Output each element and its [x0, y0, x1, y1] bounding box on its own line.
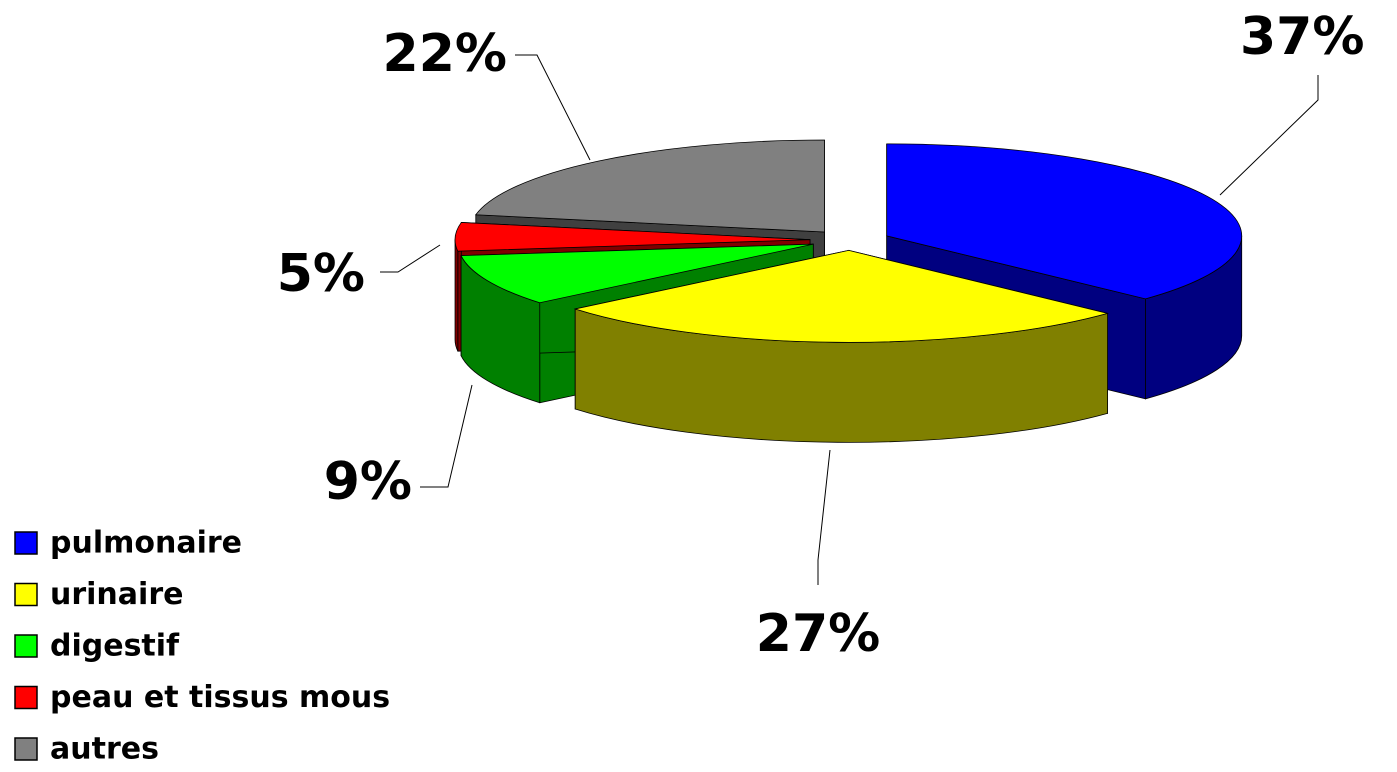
legend-swatch	[14, 737, 38, 761]
data-label: 37%	[1240, 7, 1364, 67]
data-label: 27%	[756, 604, 880, 664]
data-label: 5%	[277, 244, 365, 304]
legend-label: autres	[50, 732, 159, 767]
legend-label: digestif	[50, 629, 180, 664]
leader-line	[420, 384, 473, 488]
leader-line	[515, 54, 591, 161]
legend-swatch	[14, 685, 38, 710]
legend-swatch	[14, 531, 38, 555]
legend-label: pulmonaire	[50, 526, 242, 561]
leader-line	[817, 449, 831, 585]
legend-swatch	[14, 582, 38, 607]
legend-label: urinaire	[50, 577, 183, 612]
legend-swatch	[14, 634, 38, 658]
slice	[886, 143, 1243, 300]
slice-wall	[454, 239, 459, 352]
slice	[454, 222, 811, 252]
legend-label: peau et tissus mous	[50, 680, 390, 715]
slice-group	[573, 249, 1110, 443]
slice	[475, 139, 825, 233]
leader-line	[1219, 75, 1319, 196]
data-label: 9%	[324, 452, 412, 512]
slice	[573, 249, 1110, 343]
slice	[460, 243, 814, 304]
leader-line	[380, 244, 441, 273]
data-label: 22%	[383, 24, 507, 84]
